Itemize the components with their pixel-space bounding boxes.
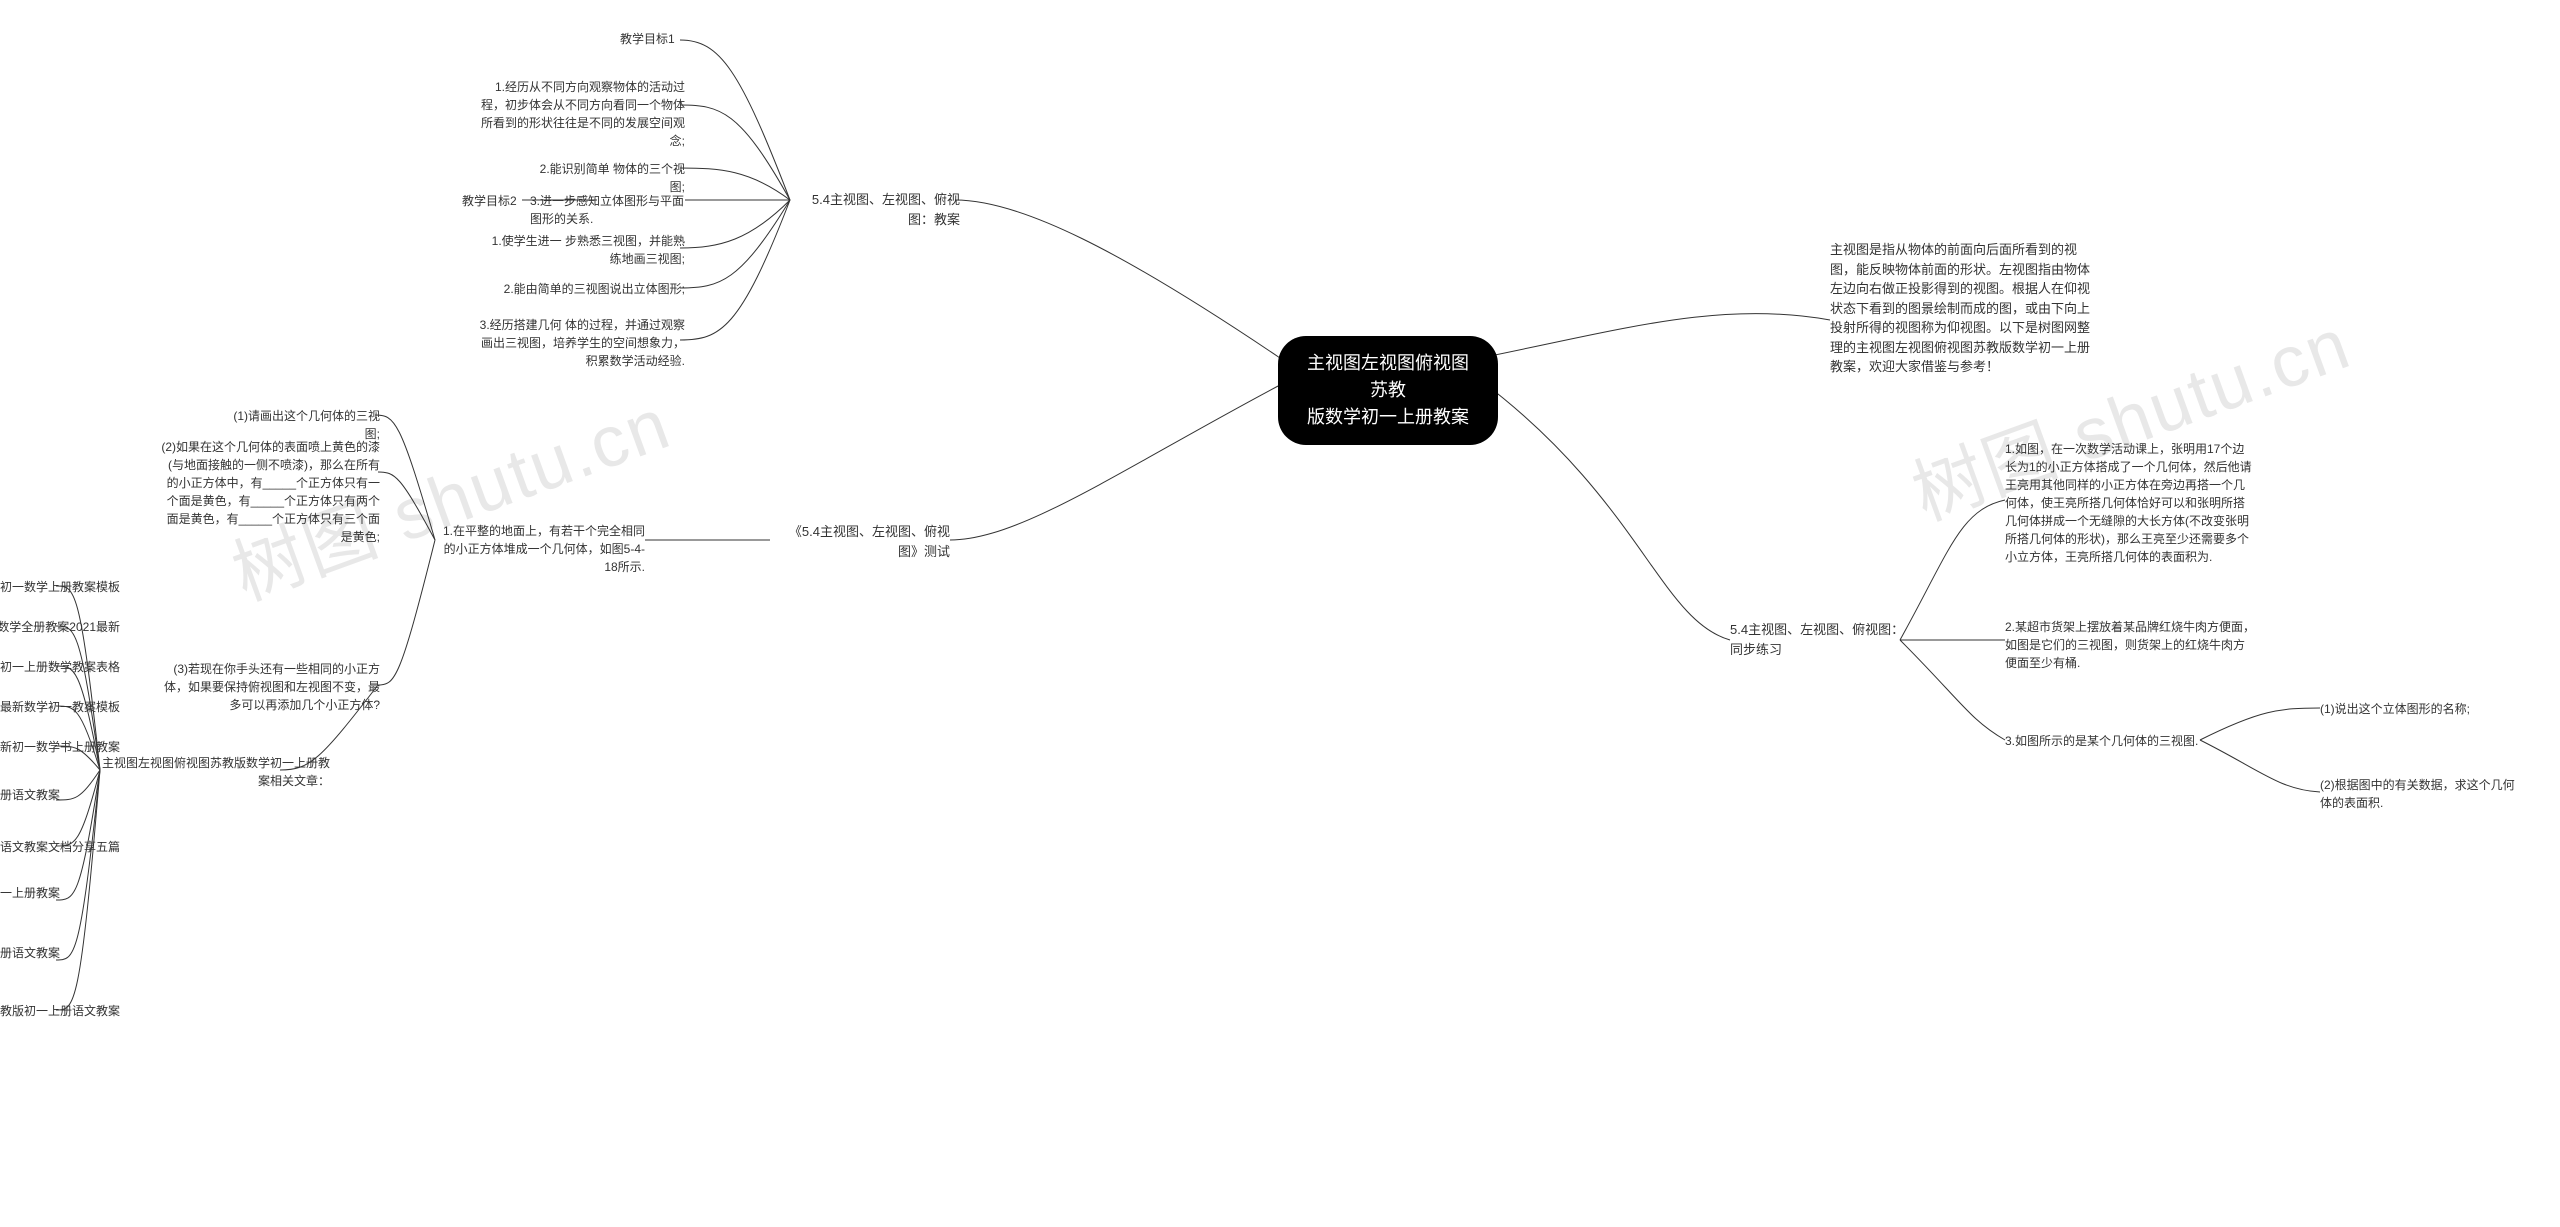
section-practice-title: 5.4主视图、左视图、俯视图：同步练习 xyxy=(1730,620,1905,659)
goal3-2: 2.能由简单的三视图说出立体图形; xyxy=(500,280,685,298)
goal3-1: 1.使学生进一 步熟悉三视图，并能熟 练地画三视图; xyxy=(480,232,685,268)
section-test-title: 《5.4主视图、左视图、俯视图》测试 xyxy=(770,522,950,561)
related-item-8: ★ 2021为你打开一扇门苏教版初一上册语文教案 xyxy=(0,944,60,962)
practice-p3a: (1)说出这个立体图形的名称; xyxy=(2320,700,2500,718)
related-item-6: ★ 苏教版初一上册语文教案文档分享五篇 xyxy=(0,838,120,856)
goal1-label: 教学目标1 xyxy=(620,30,680,48)
related-item-2: ★ 2021最新初一上册数学教案表格 xyxy=(0,658,120,676)
intro-text: 主视图是指从物体的前面向后面所看到的视图，能反映物体前面的形状。左视图指由物体左… xyxy=(1830,240,2090,377)
goal1-1: 1.经历从不同方向观察物体的活动过程，初步体会从不同方向看同一个物体所看到的形状… xyxy=(475,78,685,150)
related-item-9: ★ 2021一面苏教版初一上册语文教案 xyxy=(0,1002,120,1020)
root-line2: 版数学初一上册教案 xyxy=(1304,404,1472,431)
related-item-0: ★ 最新苏教版初一数学上册教案模板 xyxy=(0,578,120,596)
root-node: 主视图左视图俯视图苏教 版数学初一上册教案 xyxy=(1278,336,1498,445)
practice-p2: 2.某超市货架上摆放着某品牌红烧牛肉方便面，如图是它们的三视图，则货架上的红烧牛… xyxy=(2005,618,2255,672)
goal2-label: 教学目标2 xyxy=(462,192,522,210)
practice-p3b: (2)根据图中的有关数据，求这个几何体的表面积. xyxy=(2320,776,2520,812)
related-title: 主视图左视图俯视图苏教版数学初一上册教案相关文章： xyxy=(100,754,330,790)
related-item-7: ★ 2021统计图的选择北师大版数学初一上册教案 xyxy=(0,884,60,902)
practice-p1: 1.如图，在一次数学活动课上，张明用17个边长为1的小正方体搭成了一个几何体，然… xyxy=(2005,440,2255,566)
goal1-2: 2.能识别简单 物体的三个视图; xyxy=(530,160,685,196)
related-item-3: ★ 最新数学初一教案模板 xyxy=(0,698,120,716)
practice-p3: 3.如图所示的是某个几何体的三视图. xyxy=(2005,732,2205,750)
test-q1c: (3)若现在你手头还有一些相同的小正方体，如果要保持俯视图和左视图不变，最多可以… xyxy=(160,660,380,714)
goal3-3: 3.经历搭建几何 体的过程，并通过观察画出三视图，培养学生的空间想象力，积累数学… xyxy=(475,316,685,370)
test-q1: 1.在平整的地面上，有若干个完全相同的小正方体堆成一个几何体，如图5-4-18所… xyxy=(435,522,645,576)
mindmap-connectors xyxy=(0,0,2560,1227)
related-item-5: ★ 2021斜塔上的实验苏教版初一上册语文教案 xyxy=(0,786,60,804)
goal2-1: 3.进一步感知立体图形与平面图形的关系. xyxy=(530,192,690,228)
related-item-1: ★ 初一上册数学全册教案2021最新 xyxy=(0,618,120,636)
section-lesson-title: 5.4主视图、左视图、俯视图：教案 xyxy=(790,190,960,229)
root-line1: 主视图左视图俯视图苏教 xyxy=(1304,350,1472,404)
related-item-4: ★ 2021最新初一数学书上册教案 xyxy=(0,738,120,756)
test-q1b: (2)如果在这个几何体的表面喷上黄色的漆(与地面接触的一侧不喷漆)，那么在所有的… xyxy=(160,438,380,546)
